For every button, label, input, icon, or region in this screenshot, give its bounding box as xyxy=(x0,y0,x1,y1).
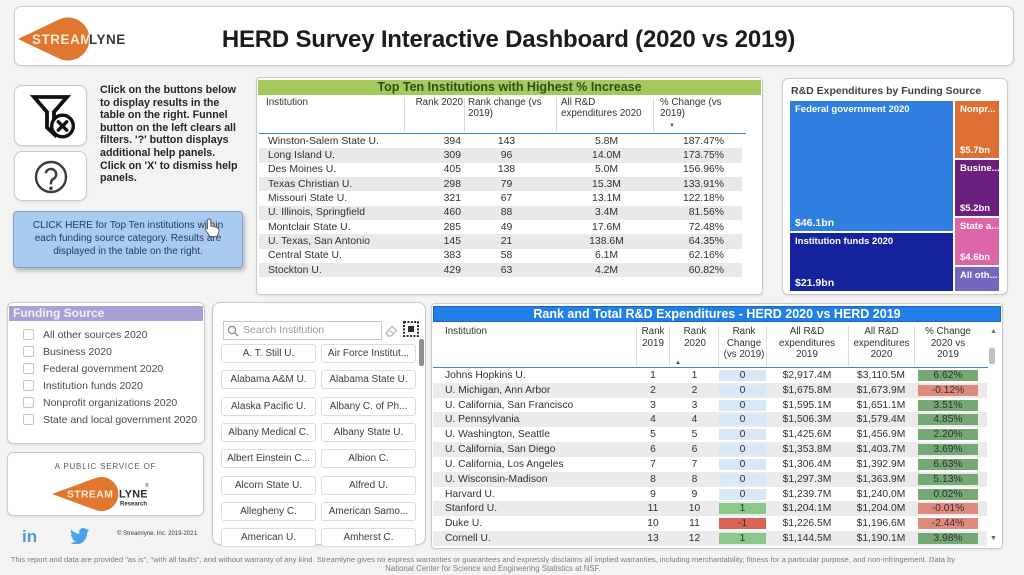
svg-text:LYNE: LYNE xyxy=(119,489,148,501)
svg-text:Research: Research xyxy=(120,502,147,508)
svg-text:®: ® xyxy=(145,482,149,489)
svg-text:STREAM: STREAM xyxy=(32,32,92,47)
svg-text:STREAM: STREAM xyxy=(67,489,113,501)
svg-text:LYNE: LYNE xyxy=(89,32,126,47)
svg-text:in: in xyxy=(22,527,37,544)
